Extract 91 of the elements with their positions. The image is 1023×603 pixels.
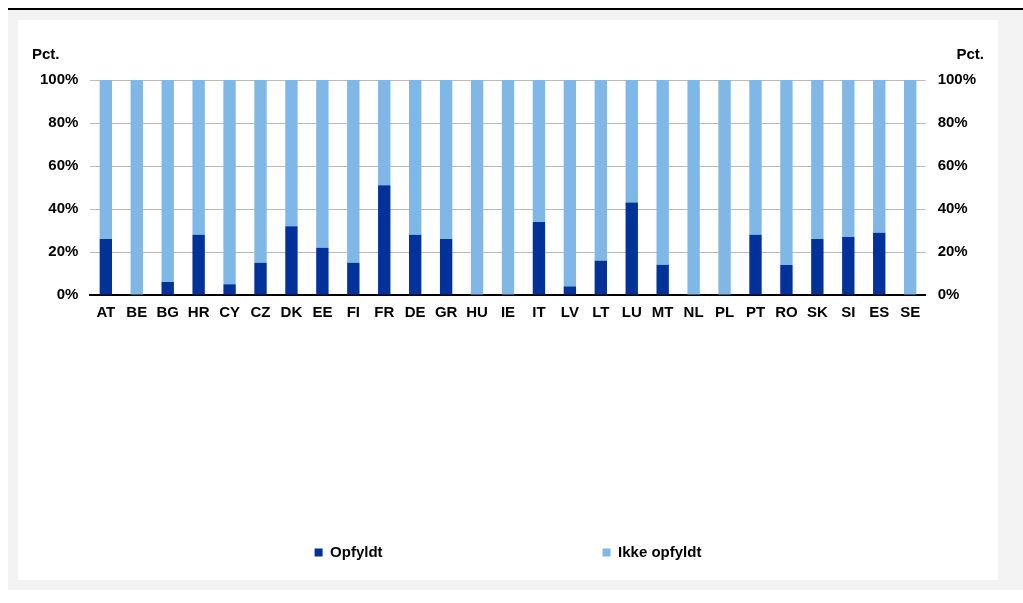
bar bbox=[873, 80, 886, 233]
x-tick-label: BG bbox=[156, 303, 179, 321]
y2-tick-label: 0% bbox=[937, 285, 960, 303]
bar bbox=[625, 80, 638, 203]
y-tick-label: 80% bbox=[48, 113, 79, 131]
x-tick-label: NL bbox=[683, 303, 704, 321]
legend-label: Ikke opfyldt bbox=[618, 542, 702, 560]
x-tick-label: SI bbox=[841, 303, 856, 321]
bar bbox=[316, 247, 329, 295]
x-tick-label: LV bbox=[560, 303, 579, 321]
x-tick-label: DE bbox=[404, 303, 426, 321]
x-tick-label: SE bbox=[900, 303, 921, 321]
bar bbox=[532, 80, 546, 222]
y-tick-label: 20% bbox=[48, 242, 79, 260]
x-tick-label: LT bbox=[592, 303, 610, 321]
bar bbox=[903, 80, 917, 295]
bar bbox=[192, 234, 205, 295]
x-tick-label: BE bbox=[126, 303, 148, 321]
bar bbox=[316, 80, 329, 248]
bar bbox=[842, 236, 855, 295]
x-tick-label: EE bbox=[312, 303, 333, 321]
bar bbox=[223, 284, 236, 295]
bar bbox=[130, 80, 143, 295]
bar bbox=[749, 80, 762, 235]
x-tick-label: HR bbox=[187, 303, 210, 321]
bar bbox=[501, 80, 515, 295]
y2-tick-label: 80% bbox=[937, 113, 968, 131]
legend-label: Opfyldt bbox=[330, 542, 383, 560]
bar bbox=[656, 80, 669, 265]
bar bbox=[409, 80, 422, 235]
y-tick-label: 0% bbox=[56, 285, 79, 303]
bar bbox=[594, 80, 607, 261]
bar bbox=[285, 226, 298, 295]
bar bbox=[749, 234, 762, 295]
bar bbox=[192, 80, 205, 235]
bar bbox=[656, 264, 669, 295]
y2-tick-label: 20% bbox=[937, 242, 968, 260]
bar bbox=[563, 80, 577, 287]
y-axis-title: Pct. bbox=[32, 44, 60, 62]
bar bbox=[594, 260, 607, 295]
bar bbox=[254, 80, 267, 263]
bar bbox=[161, 80, 174, 283]
x-tick-label: PT bbox=[745, 303, 766, 321]
bar bbox=[563, 286, 577, 295]
y2-tick-label: 100% bbox=[937, 70, 977, 88]
x-tick-label: PL bbox=[714, 303, 735, 321]
y2-tick-label: 40% bbox=[937, 199, 968, 217]
bar bbox=[347, 262, 360, 295]
x-tick-label: FR bbox=[374, 303, 395, 321]
bar bbox=[470, 80, 484, 295]
bar bbox=[811, 239, 824, 295]
x-tick-label: CZ bbox=[250, 303, 271, 321]
bar bbox=[811, 80, 824, 240]
bar bbox=[842, 80, 855, 237]
bar bbox=[347, 80, 360, 263]
x-tick-label: ES bbox=[869, 303, 890, 321]
bar bbox=[99, 80, 113, 240]
bar bbox=[254, 262, 267, 295]
x-tick-label: MT bbox=[651, 303, 674, 321]
bar bbox=[439, 239, 453, 295]
bar bbox=[625, 202, 638, 295]
x-tick-label: LU bbox=[621, 303, 642, 321]
y2-axis-title: Pct. bbox=[956, 44, 984, 62]
bar bbox=[718, 80, 731, 295]
x-tick-label: SK bbox=[806, 303, 828, 321]
bar bbox=[378, 80, 391, 186]
bar bbox=[532, 221, 546, 295]
x-tick-label: AT bbox=[96, 303, 116, 321]
y2-tick-label: 60% bbox=[937, 156, 968, 174]
bar bbox=[285, 80, 298, 227]
bar bbox=[873, 232, 886, 295]
x-tick-label: CY bbox=[219, 303, 240, 321]
bar bbox=[409, 234, 422, 295]
bar bbox=[99, 239, 113, 295]
bar bbox=[780, 80, 793, 265]
bar bbox=[780, 264, 793, 295]
x-tick-label: FI bbox=[346, 303, 360, 321]
x-tick-label: DK bbox=[280, 303, 303, 321]
x-tick-label: GR bbox=[434, 303, 458, 321]
bar bbox=[439, 80, 453, 240]
x-tick-label: IT bbox=[532, 303, 546, 321]
bar bbox=[223, 80, 236, 285]
bar bbox=[378, 185, 391, 295]
bar bbox=[161, 282, 174, 295]
x-tick-label: RO bbox=[775, 303, 799, 321]
x-tick-label: HU bbox=[466, 303, 488, 321]
bar bbox=[687, 80, 700, 295]
y-tick-label: 40% bbox=[48, 199, 79, 217]
x-tick-label: IE bbox=[500, 303, 516, 321]
y-tick-label: 60% bbox=[48, 156, 79, 174]
y-tick-label: 100% bbox=[39, 70, 79, 88]
